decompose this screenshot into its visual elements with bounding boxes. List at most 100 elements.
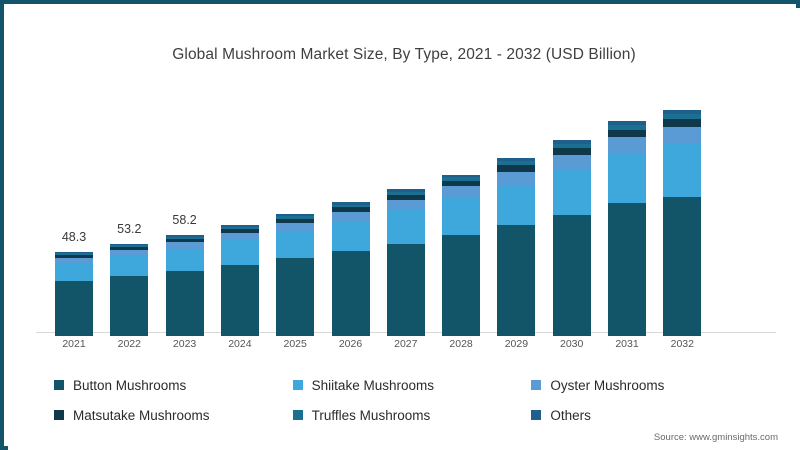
bar-segment-matsutake-mushrooms bbox=[663, 119, 702, 128]
data-label-2022: 53.2 bbox=[117, 221, 142, 236]
bar-segment-shiitake-mushrooms bbox=[110, 255, 149, 277]
bar-segment-button-mushrooms bbox=[55, 281, 93, 336]
legend-item-truffles-mushrooms[interactable]: Truffles Mushrooms bbox=[292, 407, 532, 423]
bar-2029[interactable] bbox=[497, 158, 536, 336]
bar-segment-truffles-mushrooms bbox=[165, 236, 204, 239]
legend-swatch-icon bbox=[54, 410, 64, 420]
source-attribution: Source: www.gminsights.com bbox=[653, 432, 778, 443]
bar-segment-truffles-mushrooms bbox=[331, 204, 370, 208]
bar-segment-others bbox=[220, 225, 259, 227]
legend-item-matsutake-mushrooms[interactable]: Matsutake Mushrooms bbox=[54, 408, 293, 423]
bar-segment-oyster-mushrooms bbox=[165, 241, 204, 249]
bar-segment-oyster-mushrooms bbox=[497, 171, 536, 185]
legend-swatch-icon bbox=[531, 380, 542, 390]
bar-segment-shiitake-mushrooms bbox=[55, 263, 93, 282]
legend-row-1: Button Mushrooms Shiitake Mushrooms Oyst… bbox=[54, 370, 770, 400]
bar-segment-truffles-mushrooms bbox=[386, 191, 425, 195]
legend-swatch-icon bbox=[531, 410, 542, 420]
legend-label: Button Mushrooms bbox=[73, 377, 187, 393]
bar-2026[interactable] bbox=[331, 202, 370, 336]
bar-segment-button-mushrooms bbox=[552, 214, 591, 336]
bar-2024[interactable] bbox=[220, 225, 259, 336]
legend-item-oyster-mushrooms[interactable]: Oyster Mushrooms bbox=[531, 378, 770, 393]
x-axis-label-2021: 2021 bbox=[62, 338, 86, 350]
bar-segment-shiitake-mushrooms bbox=[386, 210, 425, 244]
bar-segment-truffles-mushrooms bbox=[442, 177, 481, 181]
bar-segment-shiitake-mushrooms bbox=[276, 231, 315, 259]
bar-segment-matsutake-mushrooms bbox=[331, 207, 370, 212]
bar-segment-others bbox=[442, 174, 481, 178]
bar-segment-shiitake-mushrooms bbox=[497, 184, 536, 226]
bar-segment-button-mushrooms bbox=[110, 276, 149, 336]
x-axis-label-2031: 2031 bbox=[615, 338, 639, 350]
x-axis-label-2026: 2026 bbox=[338, 338, 363, 350]
bar-segment-button-mushrooms bbox=[497, 225, 536, 336]
bar-segment-others bbox=[608, 120, 646, 125]
bar-segment-matsutake-mushrooms bbox=[165, 238, 204, 242]
bar-segment-others bbox=[497, 158, 536, 162]
bar-2023[interactable] bbox=[165, 234, 204, 336]
bar-segment-oyster-mushrooms bbox=[663, 127, 702, 145]
bar-segment-button-mushrooms bbox=[331, 251, 370, 336]
bar-segment-oyster-mushrooms bbox=[276, 222, 315, 232]
legend-item-shiitake-mushrooms[interactable]: Shiitake Mushrooms bbox=[292, 377, 532, 393]
bar-segment-button-mushrooms bbox=[663, 197, 702, 336]
bar-segment-shiitake-mushrooms bbox=[220, 240, 259, 265]
legend-label: Truffles Mushrooms bbox=[311, 407, 431, 423]
legend-item-others[interactable]: Others bbox=[531, 408, 770, 423]
bar-segment-oyster-mushrooms bbox=[220, 232, 259, 241]
bar-segment-oyster-mushrooms bbox=[331, 211, 370, 222]
bar-segment-truffles-mushrooms bbox=[663, 113, 702, 120]
bar-segment-shiitake-mushrooms bbox=[442, 198, 481, 235]
x-axis-label-2032: 2032 bbox=[670, 338, 694, 350]
bar-segment-others bbox=[55, 252, 93, 254]
bar-segment-oyster-mushrooms bbox=[386, 199, 425, 211]
bar-segment-others bbox=[276, 214, 315, 217]
x-axis-label-2030: 2030 bbox=[560, 338, 584, 350]
bar-segment-button-mushrooms bbox=[608, 203, 646, 336]
bar-2025[interactable] bbox=[276, 214, 315, 336]
bar-segment-matsutake-mushrooms bbox=[276, 218, 315, 223]
x-axis-label-2029: 2029 bbox=[504, 338, 529, 350]
chart-legend: Button Mushrooms Shiitake Mushrooms Oyst… bbox=[54, 370, 770, 430]
x-axis-label-2028: 2028 bbox=[449, 338, 473, 350]
legend-item-button-mushrooms[interactable]: Button Mushrooms bbox=[54, 378, 293, 393]
bar-segment-truffles-mushrooms bbox=[552, 143, 591, 149]
bar-2027[interactable] bbox=[386, 189, 425, 336]
bar-segment-others bbox=[386, 189, 425, 192]
bar-segment-matsutake-mushrooms bbox=[497, 165, 536, 172]
x-axis-label-2024: 2024 bbox=[228, 338, 252, 350]
bar-segment-others bbox=[110, 243, 149, 246]
bar-2022[interactable] bbox=[110, 243, 149, 336]
data-label-2021: 48.3 bbox=[61, 230, 87, 245]
bar-2021[interactable] bbox=[55, 252, 93, 336]
legend-label: Oyster Mushrooms bbox=[550, 377, 665, 393]
legend-swatch-icon bbox=[54, 380, 64, 390]
bar-2031[interactable] bbox=[608, 120, 646, 336]
legend-label: Matsutake Mushrooms bbox=[73, 407, 210, 423]
bar-segment-shiitake-mushrooms bbox=[552, 169, 591, 215]
x-axis-label-2025: 2025 bbox=[283, 338, 307, 350]
bar-segment-matsutake-mushrooms bbox=[386, 194, 425, 200]
bar-segment-matsutake-mushrooms bbox=[110, 246, 149, 250]
bar-segment-oyster-mushrooms bbox=[55, 257, 93, 264]
legend-label: Shiitake Mushrooms bbox=[311, 377, 434, 393]
legend-label: Others bbox=[550, 407, 591, 423]
bar-2030[interactable] bbox=[552, 140, 591, 336]
bar-segment-truffles-mushrooms bbox=[55, 253, 93, 256]
bar-segment-shiitake-mushrooms bbox=[663, 144, 702, 198]
legend-swatch-icon bbox=[292, 410, 303, 420]
bar-2032[interactable] bbox=[663, 109, 702, 336]
bar-2028[interactable] bbox=[442, 174, 481, 336]
bar-segment-button-mushrooms bbox=[165, 270, 204, 336]
chart-title: Global Mushroom Market Size, By Type, 20… bbox=[172, 46, 636, 63]
bar-segment-oyster-mushrooms bbox=[110, 249, 149, 256]
bar-segment-others bbox=[165, 234, 204, 237]
bar-segment-matsutake-mushrooms bbox=[552, 148, 591, 156]
bar-segment-oyster-mushrooms bbox=[442, 186, 481, 199]
bar-segment-others bbox=[663, 109, 702, 114]
bar-segment-matsutake-mushrooms bbox=[220, 229, 259, 233]
x-axis-label-2023: 2023 bbox=[172, 338, 197, 350]
legend-row-2: Matsutake Mushrooms Truffles Mushrooms O… bbox=[54, 400, 770, 430]
